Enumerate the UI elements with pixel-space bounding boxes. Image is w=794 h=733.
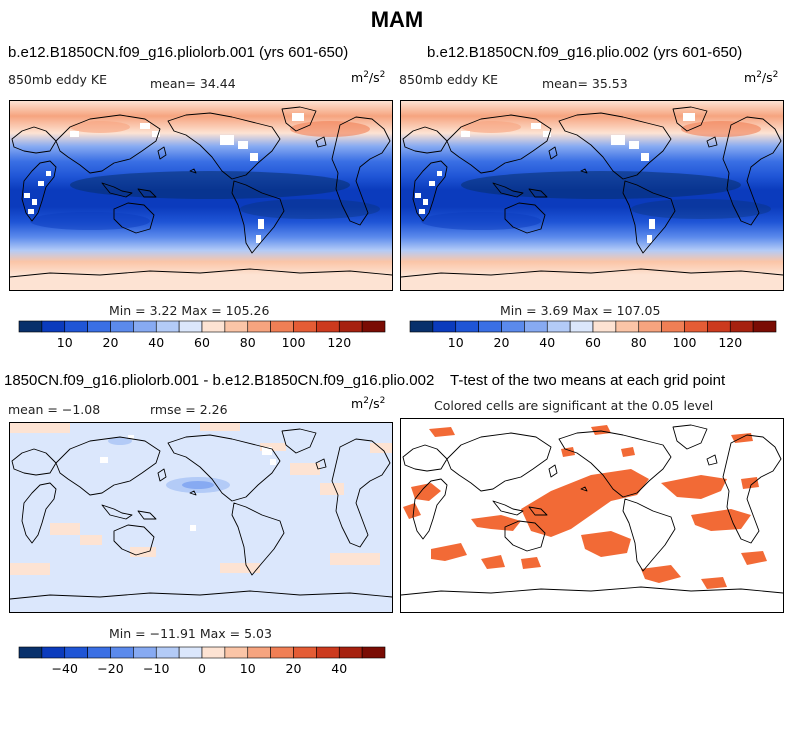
colorbar-swatch <box>247 646 271 659</box>
panel1-colorbar: 10 20 40 60 80 100 120 <box>18 320 386 351</box>
colorbar-swatch <box>316 646 340 659</box>
colorbar-swatch <box>592 320 617 333</box>
colorbar-swatch <box>729 320 754 333</box>
colorbar-swatch <box>501 320 525 333</box>
panel2-min-max: Min = 3.69 Max = 107.05 <box>500 303 661 318</box>
panel1-units: m2/s2 <box>351 70 386 86</box>
colorbar-swatch <box>110 320 134 333</box>
colorbar-swatch <box>615 320 640 333</box>
colorbar-tick-label: 40 <box>539 335 555 350</box>
colorbar-swatch <box>432 320 457 333</box>
panel2-colorbar: 10 20 40 60 80 100 120 <box>409 320 777 351</box>
panel3-rmse: rmse = 2.26 <box>150 402 228 417</box>
colorbar-tick-label: 40 <box>148 335 164 350</box>
colorbar-tick-label: 10 <box>57 335 73 350</box>
colorbar-tick-label: −40 <box>52 661 78 676</box>
colorbar-swatch <box>64 320 88 333</box>
panel1-variable-label: 850mb eddy KE <box>8 72 107 87</box>
colorbar-tick-label: 20 <box>494 335 510 350</box>
colorbar-swatch <box>110 646 134 659</box>
panel3-units: m2/s2 <box>351 396 386 412</box>
colorbar-swatch <box>224 646 249 659</box>
colorbar-swatch <box>18 320 43 333</box>
panel3-map <box>9 422 393 613</box>
colorbar-swatch <box>361 320 386 333</box>
colorbar-swatch <box>338 646 363 659</box>
figure-title: MAM <box>370 7 424 32</box>
colorbar-swatch <box>638 320 662 333</box>
colorbar-swatch <box>41 320 66 333</box>
colorbar-tick-label: 40 <box>331 661 347 676</box>
colorbar-tick-label: 20 <box>103 335 119 350</box>
colorbar-swatch <box>478 320 502 333</box>
colorbar-swatch <box>133 320 157 333</box>
colorbar-swatch <box>293 646 317 659</box>
colorbar-tick-label: 80 <box>631 335 647 350</box>
colorbar-swatch <box>455 320 479 333</box>
colorbar-swatch <box>270 320 294 333</box>
colorbar-swatch <box>270 646 294 659</box>
colorbar-tick-label: 0 <box>198 661 206 676</box>
colorbar-swatch <box>361 646 386 659</box>
colorbar-swatch <box>293 320 317 333</box>
colorbar-tick-label: 100 <box>673 335 697 350</box>
panel2-map <box>400 100 784 291</box>
colorbar-swatch <box>707 320 731 333</box>
colorbar-swatch <box>178 320 203 333</box>
colorbar-tick-label: −10 <box>143 661 169 676</box>
colorbar-tick-label: 60 <box>194 335 210 350</box>
panel1-mean: mean= 34.44 <box>150 76 236 91</box>
colorbar-tick-label: −20 <box>97 661 123 676</box>
panel1-title: b.e12.B1850CN.f09_g16.pliolorb.001 (yrs … <box>8 44 349 61</box>
panel2-mean: mean= 35.53 <box>542 76 628 91</box>
colorbar-tick-label: 120 <box>718 335 742 350</box>
colorbar-tick-label: 10 <box>240 661 256 676</box>
panel4-title: T-test of the two means at each grid poi… <box>450 372 726 389</box>
colorbar-swatch <box>409 320 434 333</box>
panel2-units: m2/s2 <box>744 70 779 86</box>
panel2-title: b.e12.B1850CN.f09_g16.plio.002 (yrs 601-… <box>427 44 743 61</box>
colorbar-swatch <box>224 320 249 333</box>
colorbar-tick-label: 20 <box>286 661 302 676</box>
panel3-colorbar: −40 −20 −10 0 10 20 40 <box>18 646 386 677</box>
panel2-variable-label: 850mb eddy KE <box>399 72 498 87</box>
colorbar-swatch <box>524 320 548 333</box>
colorbar-swatch <box>155 646 180 659</box>
colorbar-swatch <box>155 320 180 333</box>
colorbar-swatch <box>18 646 43 659</box>
panel4-subtitle: Colored cells are significant at the 0.0… <box>434 398 714 413</box>
panel3-mean: mean = −1.08 <box>8 402 101 417</box>
panel3-min-max: Min = −11.91 Max = 5.03 <box>109 626 272 641</box>
colorbar-swatch <box>87 320 111 333</box>
colorbar-tick-label: 60 <box>585 335 601 350</box>
colorbar-swatch <box>201 320 226 333</box>
colorbar-tick-label: 120 <box>327 335 351 350</box>
colorbar-tick-label: 10 <box>448 335 464 350</box>
panel1-map <box>9 100 393 291</box>
colorbar-swatch <box>752 320 777 333</box>
colorbar-swatch <box>684 320 708 333</box>
panel1-min-max: Min = 3.22 Max = 105.26 <box>109 303 270 318</box>
colorbar-swatch <box>546 320 571 333</box>
colorbar-swatch <box>316 320 340 333</box>
colorbar-swatch <box>87 646 111 659</box>
panel3-title: 1850CN.f09_g16.pliolorb.001 - b.e12.B185… <box>4 372 435 389</box>
colorbar-swatch <box>661 320 685 333</box>
colorbar-swatch <box>178 646 203 659</box>
colorbar-swatch <box>569 320 594 333</box>
panel4-map <box>400 418 784 613</box>
colorbar-swatch <box>41 646 66 659</box>
colorbar-swatch <box>338 320 363 333</box>
colorbar-swatch <box>201 646 226 659</box>
colorbar-swatch <box>133 646 157 659</box>
colorbar-tick-label: 100 <box>282 335 306 350</box>
colorbar-tick-label: 80 <box>240 335 256 350</box>
colorbar-swatch <box>64 646 88 659</box>
colorbar-swatch <box>247 320 271 333</box>
